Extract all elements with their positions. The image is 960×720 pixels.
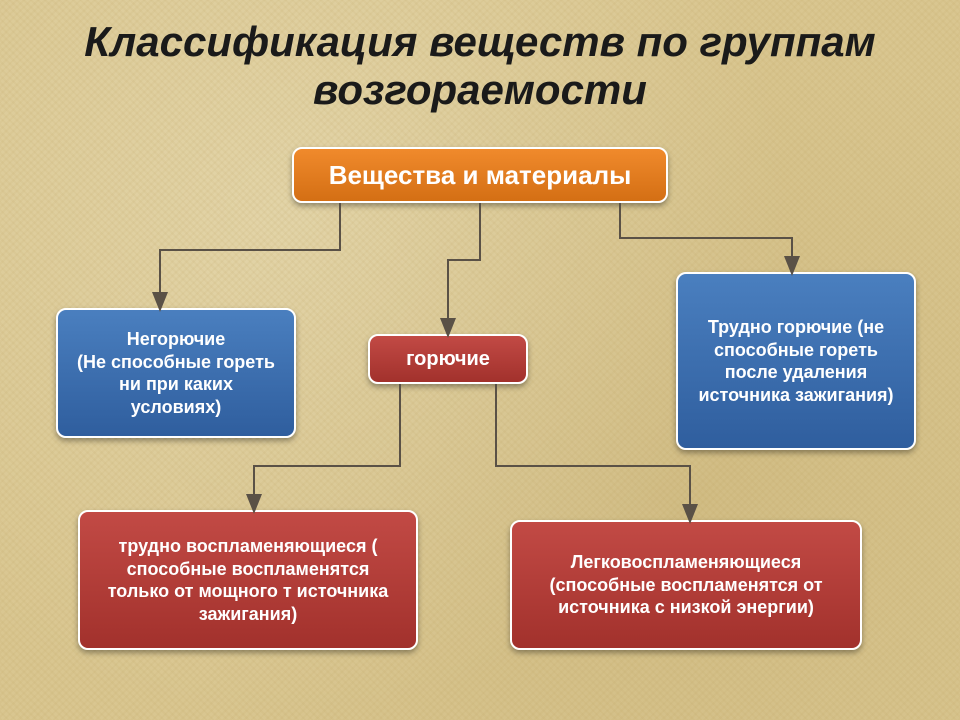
node-label: Вещества и материалы — [329, 159, 632, 192]
flow-node-hardly-combustible: Трудно горючие (не способные гореть посл… — [676, 272, 916, 450]
flow-edge — [496, 384, 690, 520]
node-label: Легковоспламеняющиеся (способные восплам… — [526, 551, 846, 619]
flow-edge — [448, 203, 480, 334]
node-label: трудно воспламеняющиеся ( способные восп… — [94, 535, 402, 625]
flow-node-easily-flammable: Легковоспламеняющиеся (способные восплам… — [510, 520, 862, 650]
flow-node-hard-to-ignite: трудно воспламеняющиеся ( способные восп… — [78, 510, 418, 650]
page-title: Классификация веществ по группам возгора… — [0, 0, 960, 115]
node-label: Трудно горючие (не способные гореть посл… — [692, 316, 900, 406]
node-label: Негорючие (Не способные гореть ни при ка… — [72, 328, 280, 418]
flow-node-noncombustible: Негорючие (Не способные гореть ни при ка… — [56, 308, 296, 438]
node-label: горючие — [406, 347, 490, 372]
flow-node-root: Вещества и материалы — [292, 147, 668, 203]
flow-node-combustible: горючие — [368, 334, 528, 384]
flow-edge — [620, 203, 792, 272]
flow-edge — [160, 203, 340, 308]
